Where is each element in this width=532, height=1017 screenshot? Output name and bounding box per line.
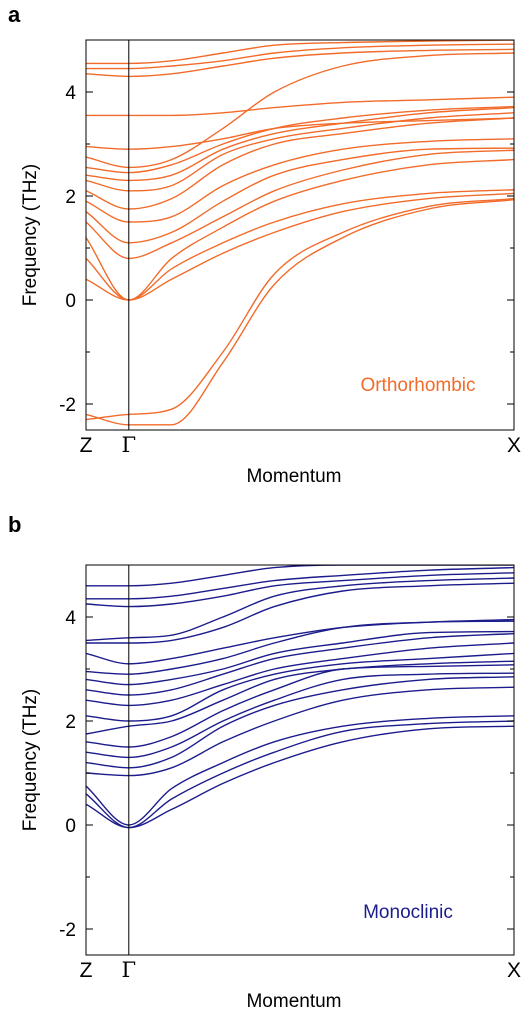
phonon-branch-15 [86,96,514,117]
x-axis-title: Momentum [246,466,341,487]
plot-frame [85,564,515,956]
series-layer [86,40,514,426]
phonon-branch-15 [86,582,514,644]
x-tick-label: Z [80,959,93,982]
phonon-branch-12 [86,105,514,174]
x-tick-label: Z [80,434,93,457]
y-tick-label: 4 [65,83,76,104]
phonon-branch-7 [86,664,514,748]
phonon-branch-8 [86,660,514,735]
y-tick-label: 2 [65,187,76,208]
phonon-branch-9 [86,117,514,210]
phonon-branch-13 [86,52,514,169]
plot-frame [85,39,515,431]
phonon-branch-18 [86,566,514,600]
y-tick-label: 2 [65,712,76,733]
axis-layer: -2 0 2 4 Z Γ X [59,39,521,457]
y-tick-label: 0 [65,816,76,837]
phonon-branch-4 [86,686,514,777]
y-tick-label: -2 [59,920,76,941]
phonon-branch-11 [86,632,514,696]
phonon-branch-7 [86,147,514,244]
phonon-branch-5 [86,676,514,769]
structure-annotation: Orthorhombic [360,375,475,396]
phonon-branch-19 [86,565,514,587]
phonon-branch-2 [86,198,514,426]
phonon-branch-12 [86,630,514,686]
y-axis-title: Frequency (THz) [20,164,41,307]
phonon-branch-17 [86,572,514,608]
phonon-branch-10 [86,112,514,192]
y-axis-title: Frequency (THz) [20,689,41,832]
panel-orthorhombic: a -2 0 2 4 Z Γ X Frequency (THz) Momentum Orth… [8,2,521,487]
phonon-branch-14 [86,117,514,150]
y-tick-label: -2 [59,395,76,416]
y-tick-label: 0 [65,291,76,312]
phonon-branch-16 [86,48,514,78]
x-axis-title: Momentum [246,991,341,1012]
panel-monoclinic: b -2 0 2 4 Z Γ X Frequency (THz) Momentum Mono… [8,512,521,1012]
phonon-branch-16 [86,577,514,642]
phonon-branch-11 [86,106,514,182]
phonon-branch-8 [86,138,514,223]
phonon-branch-6 [86,149,514,260]
phonon-branch-14 [86,618,514,665]
axis-layer: -2 0 2 4 Z Γ X [59,564,521,982]
structure-annotation: Monoclinic [363,902,453,923]
y-tick-label: 4 [65,608,76,629]
phonon-branch-18 [86,40,514,65]
phonon-branch-3 [86,715,514,826]
panel-letter: b [8,512,21,537]
phonon-branch-6 [86,672,514,759]
x-tick-label: X [507,959,521,982]
series-layer [86,565,514,829]
phonon-branch-9 [86,652,514,722]
x-tick-label: Γ [122,958,137,982]
phonon-branch-17 [86,43,514,70]
x-tick-label: Γ [122,433,137,457]
phonon-branch-1 [86,725,514,829]
phonon-branch-1 [86,197,514,421]
phonon-branch-5 [86,158,514,301]
phonon-branch-10 [86,642,514,707]
x-tick-label: X [507,434,521,457]
panel-letter: a [8,2,21,27]
phonon-branch-2 [86,720,514,829]
